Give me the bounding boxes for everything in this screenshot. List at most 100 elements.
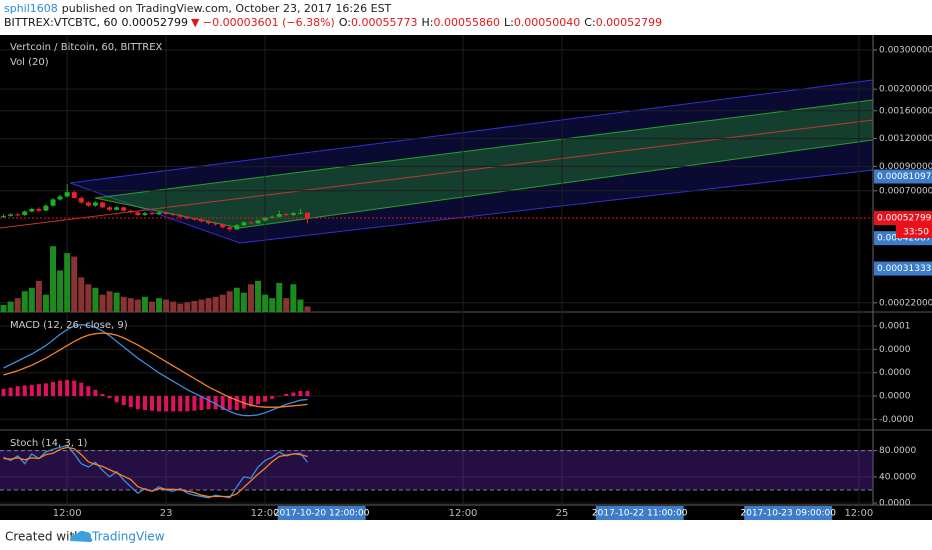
histogram-bar <box>86 386 91 396</box>
candle-body <box>22 211 28 215</box>
volume-bar <box>99 294 106 312</box>
ohlc-key: L: <box>504 16 514 29</box>
y-tick-label: -0.0000 <box>879 415 914 425</box>
histogram-bar <box>128 395 133 408</box>
candle-body <box>255 220 261 224</box>
volume-bar <box>14 298 21 312</box>
candle-body <box>276 214 282 217</box>
histogram-bar <box>107 395 112 399</box>
last: 0.00052799 <box>121 16 187 29</box>
candle-body <box>262 217 268 221</box>
candle-body <box>304 212 310 219</box>
volume-bar <box>184 302 191 312</box>
series-line <box>3 332 308 408</box>
candle-body <box>43 205 49 211</box>
ohlc-value: 0.00055773 <box>351 16 417 29</box>
x-tick-label: 12:00 <box>53 508 82 519</box>
volume-bar <box>247 284 254 312</box>
candle-body <box>71 192 77 198</box>
candle-body <box>85 202 91 206</box>
candle-body <box>213 223 219 225</box>
header-line1: sphil1608 published on TradingView.com, O… <box>4 2 392 15</box>
footer-created: Created with <box>5 530 82 544</box>
candle-body <box>227 227 233 230</box>
candle-body <box>184 216 190 219</box>
ohlc-key: H: <box>422 16 434 29</box>
histogram-bar <box>241 395 246 409</box>
change: ▼ −0.00003601 (−6.38%) <box>191 16 335 29</box>
volume-bar <box>198 299 205 312</box>
candle-body <box>99 202 105 208</box>
ohlc-key: C: <box>584 16 595 29</box>
candle-body <box>36 208 42 211</box>
y-tick-label: 0.0000 <box>879 345 911 355</box>
histogram-bar <box>206 395 211 410</box>
footer-brand[interactable]: TradingView <box>91 530 165 544</box>
candle-body <box>1 215 7 217</box>
volume-bar <box>276 282 283 312</box>
candle-body <box>177 214 183 217</box>
candle-body <box>135 212 141 215</box>
volume-bar <box>7 301 14 312</box>
volume-bar <box>120 296 127 312</box>
price-label-box <box>874 169 932 184</box>
channel-drawing <box>0 79 874 244</box>
author[interactable]: sphil1608 <box>4 2 58 15</box>
candle-body <box>78 197 84 203</box>
pane-title: Vertcoin / Bitcoin, 60, BITTREX <box>10 42 163 53</box>
histogram-bar <box>36 384 41 396</box>
histogram-bar <box>100 393 105 396</box>
time-marker-label: 2017-10-20 12:00:00 <box>274 509 370 519</box>
y-tick-label: 80.0000 <box>879 446 916 456</box>
brand-logo[interactable] <box>70 530 93 542</box>
volume-bar <box>85 284 92 312</box>
time-marker-label: 2017-10-23 09:00:00 <box>740 509 836 519</box>
countdown: 33:50 <box>903 228 929 238</box>
time-marker-box <box>595 506 684 520</box>
volume-bar <box>283 298 290 312</box>
price-label: 0.00031333 <box>877 264 931 274</box>
last-price-box <box>874 211 932 226</box>
histogram-bar <box>270 395 275 399</box>
histogram-bar <box>284 393 289 396</box>
pane-title: Stoch (14, 3, 1) <box>10 438 87 449</box>
histogram-bar <box>29 384 34 396</box>
volume-bar <box>262 294 269 312</box>
ohlc-value: 0.00055860 <box>433 16 499 29</box>
histogram-bar <box>234 395 239 410</box>
volume-bar <box>64 253 71 312</box>
countdown-box <box>896 225 932 239</box>
histogram-bar <box>291 392 296 396</box>
volume-bar <box>226 291 233 312</box>
y-tick-label: 0.0000 <box>879 499 911 509</box>
volume-bar <box>269 298 276 312</box>
candle-body <box>248 222 254 224</box>
volume-bar <box>156 298 163 312</box>
ohlc-key: O: <box>339 16 351 29</box>
time-marker-box <box>744 506 833 520</box>
candle-body <box>220 224 226 228</box>
volume-bar <box>42 294 49 312</box>
histogram-bar <box>149 395 154 411</box>
last-price-label: 0.00052799 <box>877 214 932 224</box>
pane-title: MACD (12, 26, close, 9) <box>10 320 128 331</box>
candle-body <box>156 212 162 215</box>
volume-bar <box>219 294 226 312</box>
volume-bar <box>134 299 141 312</box>
candle-body <box>191 218 197 220</box>
x-tick-label: 23 <box>160 508 173 519</box>
volume-bar <box>71 256 78 312</box>
candle-body <box>142 213 148 215</box>
volume-bar <box>191 300 198 312</box>
histogram-bar <box>178 395 183 412</box>
y-tick-label: 40.0000 <box>879 472 916 482</box>
candle-body <box>234 225 240 230</box>
y-tick-label: 0.00300000 <box>879 45 932 55</box>
candle-body <box>15 214 21 216</box>
volume-bar <box>297 299 304 312</box>
volume-bar <box>0 305 7 312</box>
candle-body <box>269 216 275 218</box>
histogram-bar <box>51 381 56 396</box>
histogram-bar <box>142 395 147 410</box>
histogram-bar <box>79 382 84 396</box>
